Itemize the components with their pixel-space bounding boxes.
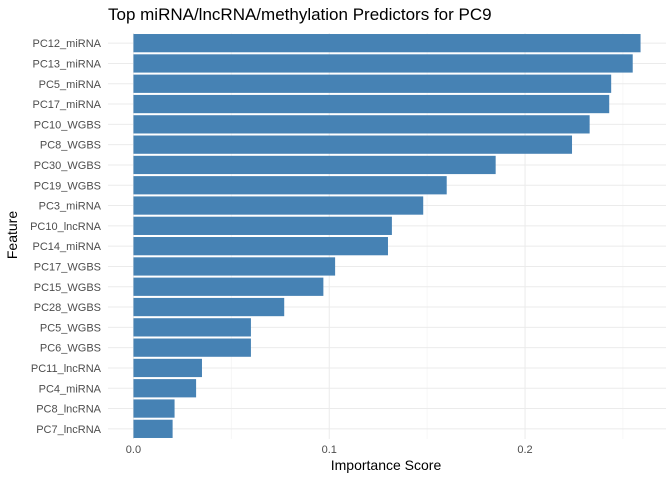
bar-pc19-wgbs bbox=[133, 176, 447, 195]
y-tick-label: PC12_miRNA bbox=[33, 38, 102, 50]
y-tick-label: PC4_miRNA bbox=[39, 383, 102, 395]
y-tick-label: PC3_miRNA bbox=[39, 201, 102, 213]
y-tick-label: PC15_WGBS bbox=[34, 282, 101, 294]
y-tick-label: PC6_WGBS bbox=[40, 343, 101, 355]
bars bbox=[133, 34, 641, 438]
bar-pc28-wgbs bbox=[133, 297, 285, 317]
y-tick-label: PC8_WGBS bbox=[40, 140, 101, 152]
y-tick-label: PC10_lncRNA bbox=[30, 221, 102, 233]
y-tick-label: PC5_miRNA bbox=[39, 79, 102, 91]
bar-pc17-wgbs bbox=[133, 257, 336, 276]
bar-pc14-mirna bbox=[133, 237, 388, 256]
bar-pc11-lncrna bbox=[133, 358, 202, 378]
x-tick-label: 0.2 bbox=[517, 444, 532, 456]
bar-pc8-wgbs bbox=[133, 135, 573, 154]
bar-pc13-mirna bbox=[133, 54, 633, 73]
bar-pc5-wgbs bbox=[133, 318, 251, 337]
bar-pc30-wgbs bbox=[133, 155, 496, 175]
bar-pc10-wgbs bbox=[133, 115, 590, 134]
y-tick-label: PC7_lncRNA bbox=[36, 424, 101, 436]
y-axis-title: Feature bbox=[4, 211, 20, 259]
x-tick-label: 0.0 bbox=[126, 444, 141, 456]
bar-pc10-lncrna bbox=[133, 216, 392, 235]
chart-title: Top miRNA/lncRNA/methylation Predictors … bbox=[108, 5, 492, 24]
y-tick-label: PC28_WGBS bbox=[34, 302, 101, 314]
y-tick-label: PC17_miRNA bbox=[33, 99, 102, 111]
bar-pc12-mirna bbox=[133, 34, 641, 53]
x-tick-labels: 0.0 0.1 0.2 bbox=[126, 444, 533, 456]
y-tick-label: PC11_lncRNA bbox=[31, 363, 102, 375]
bar-pc17-mirna bbox=[133, 94, 610, 114]
bar-pc4-mirna bbox=[133, 379, 197, 398]
y-tick-label: PC14_miRNA bbox=[33, 241, 102, 253]
bar-pc3-mirna bbox=[133, 196, 424, 215]
bar-pc7-lncrna bbox=[133, 419, 173, 438]
bar-pc6-wgbs bbox=[133, 338, 251, 357]
y-tick-labels: PC12_miRNA PC13_miRNA PC5_miRNA PC17_miRNA P… bbox=[30, 38, 102, 436]
grid-lines bbox=[108, 33, 666, 439]
bar-pc5-mirna bbox=[133, 74, 612, 93]
y-tick-label: PC10_WGBS bbox=[34, 119, 101, 131]
x-tick-label: 0.1 bbox=[322, 444, 337, 456]
y-tick-label: PC5_WGBS bbox=[40, 322, 101, 334]
y-tick-label: PC17_WGBS bbox=[34, 261, 101, 273]
y-tick-label: PC8_lncRNA bbox=[36, 404, 101, 416]
y-tick-label: PC13_miRNA bbox=[33, 58, 102, 70]
y-tick-label: PC30_WGBS bbox=[34, 160, 101, 172]
bar-pc8-lncrna bbox=[133, 399, 175, 418]
x-axis-title: Importance Score bbox=[331, 457, 442, 473]
y-tick-label: PC19_WGBS bbox=[34, 180, 101, 192]
bar-pc15-wgbs bbox=[133, 277, 324, 296]
